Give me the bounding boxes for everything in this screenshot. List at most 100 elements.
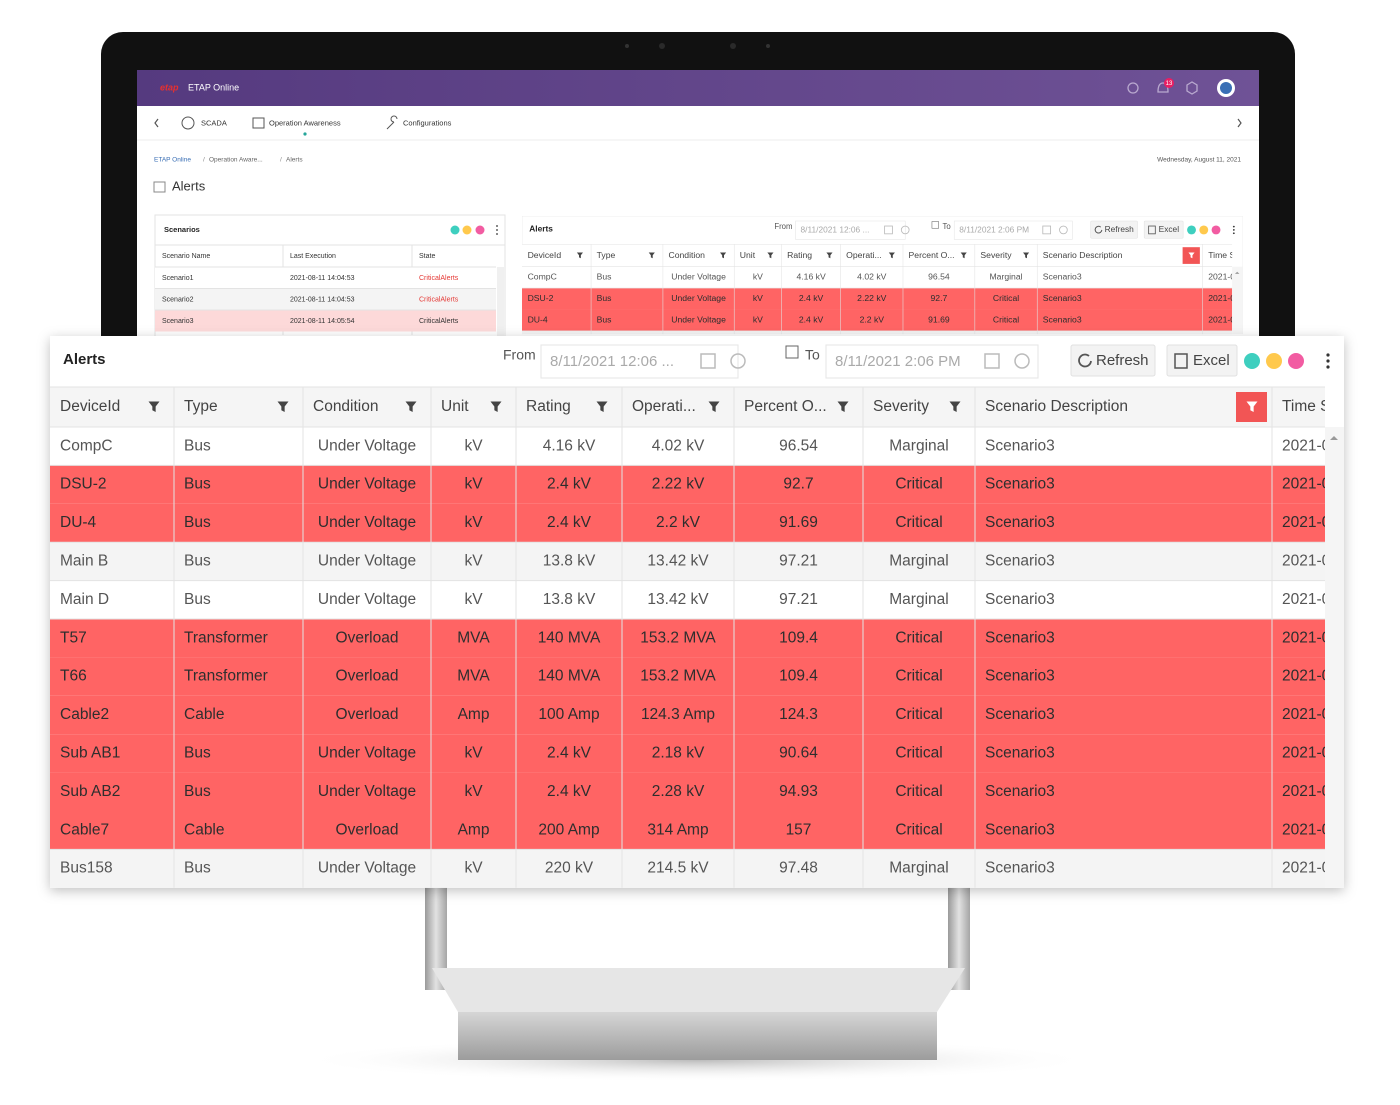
status-dot[interactable] — [1199, 225, 1209, 235]
table-row[interactable] — [50, 657, 1325, 696]
column-header[interactable]: Operati... — [846, 250, 881, 260]
column-header[interactable]: Rating — [787, 250, 812, 260]
to-checkbox[interactable] — [785, 345, 799, 359]
filter-icon[interactable] — [949, 401, 961, 412]
breadcrumb-item[interactable]: ETAP Online — [154, 157, 191, 164]
status-dot[interactable] — [1211, 225, 1221, 235]
brand[interactable]: ETAP Online — [188, 82, 239, 92]
status-dot[interactable] — [1266, 353, 1282, 369]
column-header[interactable]: Time S — [1208, 250, 1235, 260]
kebab-dot[interactable] — [1232, 229, 1235, 231]
table-row[interactable] — [50, 542, 1325, 581]
breadcrumb-item[interactable]: Operation Aware... — [209, 157, 263, 164]
column-header[interactable]: Percent O... — [909, 250, 955, 260]
filter-icon[interactable] — [1246, 401, 1258, 412]
table-row[interactable] — [50, 503, 1325, 543]
nav-item[interactable]: Configurations — [403, 118, 452, 127]
column-header[interactable]: Type — [597, 250, 616, 260]
filter-icon[interactable] — [960, 252, 967, 259]
clock-icon[interactable] — [900, 225, 910, 235]
table-row[interactable] — [522, 330, 1233, 352]
filter-icon[interactable] — [490, 401, 502, 412]
status-dot[interactable] — [1288, 353, 1304, 369]
table-row[interactable] — [155, 267, 496, 289]
status-dot[interactable] — [1187, 225, 1196, 235]
table-row[interactable] — [50, 427, 1325, 466]
column-header[interactable]: DeviceId — [60, 398, 120, 415]
column-header[interactable]: State — [419, 253, 435, 260]
filter-icon[interactable] — [1023, 252, 1030, 259]
refresh-button[interactable] — [1090, 220, 1138, 239]
calendar-icon[interactable] — [1042, 225, 1052, 235]
column-header[interactable]: Severity — [873, 398, 929, 415]
kebab-dot[interactable] — [1326, 353, 1330, 357]
scroll-up[interactable] — [1330, 436, 1338, 440]
filter-icon[interactable] — [277, 401, 289, 412]
scrollbar[interactable] — [1232, 266, 1243, 524]
nav-item[interactable]: Operation Awareness — [269, 118, 341, 127]
to-input[interactable] — [825, 344, 1039, 379]
filter-icon[interactable] — [767, 252, 774, 259]
refresh-label[interactable]: Refresh — [1105, 224, 1135, 234]
nav-back[interactable] — [154, 118, 159, 128]
status-dot[interactable] — [450, 225, 460, 235]
column-header[interactable]: Last Execution — [290, 253, 336, 260]
filter-icon[interactable] — [720, 252, 727, 259]
filter-icon[interactable] — [888, 252, 895, 259]
refresh-label[interactable]: Refresh — [1096, 352, 1149, 369]
nav-forward[interactable] — [1237, 118, 1242, 128]
column-header[interactable]: Condition — [668, 250, 705, 260]
table-row[interactable] — [50, 580, 1325, 619]
from-input[interactable] — [540, 344, 739, 379]
clock-icon[interactable] — [1014, 353, 1030, 369]
status-dot[interactable] — [1244, 353, 1260, 369]
table-row[interactable] — [50, 734, 1325, 773]
calendar-icon[interactable] — [700, 353, 716, 369]
column-header[interactable]: Time S — [1282, 398, 1331, 415]
filter-icon[interactable] — [596, 401, 608, 412]
table-row[interactable] — [50, 772, 1325, 811]
column-header[interactable]: Type — [184, 398, 218, 415]
clock-icon[interactable] — [730, 353, 746, 369]
status-dot[interactable] — [475, 225, 485, 235]
column-header[interactable]: Condition — [313, 398, 379, 415]
to-checkbox[interactable] — [931, 221, 939, 229]
table-row[interactable] — [50, 811, 1325, 850]
clock-icon[interactable] — [1059, 225, 1068, 235]
excel-label[interactable]: Excel — [1193, 352, 1230, 369]
column-header[interactable]: Scenario Description — [1043, 250, 1123, 260]
column-header[interactable]: Operati... — [632, 398, 696, 415]
calendar-icon[interactable] — [984, 353, 1000, 369]
filter-icon[interactable] — [405, 401, 417, 412]
scroll-up[interactable] — [1234, 271, 1240, 274]
calendar-icon[interactable] — [884, 225, 893, 235]
table-row[interactable] — [50, 695, 1325, 735]
filter-icon[interactable] — [1188, 252, 1195, 259]
filter-icon[interactable] — [837, 401, 849, 412]
nav-item[interactable]: SCADA — [201, 118, 227, 127]
settings-icon[interactable] — [1127, 82, 1139, 94]
filter-icon[interactable] — [826, 252, 833, 259]
kebab-dot[interactable] — [1232, 232, 1235, 235]
table-row[interactable] — [522, 288, 1233, 310]
column-header[interactable]: Unit — [441, 398, 469, 415]
column-header[interactable]: DeviceId — [528, 250, 562, 260]
table-row[interactable] — [50, 465, 1325, 504]
column-header[interactable]: Percent O... — [744, 398, 827, 415]
column-header[interactable]: Unit — [740, 250, 756, 260]
column-header[interactable]: Severity — [980, 250, 1012, 260]
table-row[interactable] — [522, 309, 1233, 331]
scrollbar[interactable] — [1325, 427, 1344, 888]
table-row[interactable] — [50, 849, 1325, 888]
excel-label[interactable]: Excel — [1159, 224, 1180, 234]
filter-icon[interactable] — [148, 401, 160, 412]
table-row[interactable] — [522, 266, 1233, 289]
kebab-dot[interactable] — [1326, 365, 1330, 369]
column-header[interactable]: Scenario Name — [162, 253, 210, 260]
filter-icon[interactable] — [576, 252, 583, 259]
refresh-button[interactable] — [1070, 344, 1156, 377]
kebab-dot[interactable] — [1326, 359, 1330, 363]
kebab-dot[interactable] — [1232, 225, 1235, 228]
table-row[interactable] — [155, 310, 496, 332]
table-row[interactable] — [50, 619, 1325, 658]
